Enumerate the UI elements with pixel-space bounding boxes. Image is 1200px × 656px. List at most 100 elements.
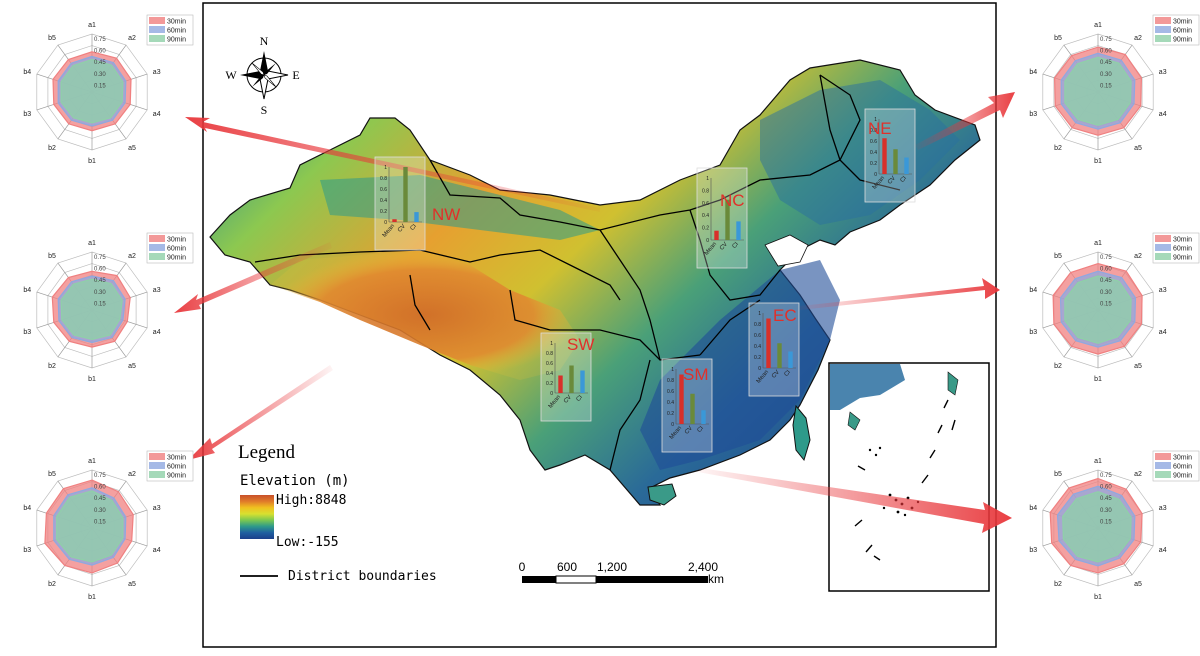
- bar-sm-tick: 0.2: [667, 411, 674, 417]
- radar-sw-legend-swatch: [149, 244, 165, 251]
- radar-nw-legend-label: 30min: [167, 19, 186, 26]
- bar-ne-tick: 0: [874, 172, 877, 178]
- radar-nc-axis-label: a5: [1134, 363, 1142, 370]
- radar-sw-legend-label: 60min: [167, 246, 186, 253]
- bar-ec-tick: 0.6: [754, 333, 761, 339]
- bar-ne-tick: 0.6: [870, 139, 877, 145]
- radar-ec-axis-label: b1: [1094, 594, 1102, 601]
- radar-ec-axis-label: b4: [1029, 505, 1037, 512]
- radar-sm-axis-label: b3: [23, 547, 31, 554]
- radar-sw-axis-label: a2: [128, 253, 136, 260]
- radar-ec-axis-label: a1: [1094, 458, 1102, 465]
- region-label-ec: EC: [773, 306, 797, 325]
- bar-sm-tick: 0: [671, 422, 674, 428]
- bar-nw-tick: 0: [384, 220, 387, 226]
- radar-sw-axis-label: b1: [88, 376, 96, 383]
- boundary-legend-label: District boundaries: [288, 569, 437, 584]
- radar-nc-legend-label: 90min: [1173, 255, 1192, 262]
- radar-nc-axis-label: b4: [1029, 287, 1037, 294]
- bar-nc-tick: 0.2: [702, 226, 709, 232]
- bar-sm-category: CV: [684, 425, 694, 435]
- radar-nw-axis-label: b5: [48, 35, 56, 42]
- radar-sm-tick-label: 0.15: [94, 519, 106, 525]
- bar-sw-bar-ci: [580, 370, 585, 393]
- radar-ne-tick-label: 0.15: [1100, 83, 1112, 89]
- radar-nw-tick-label: 0.30: [94, 72, 106, 78]
- elevation-colorbar: [240, 495, 274, 539]
- bar-nc-frame: [696, 167, 748, 269]
- bar-nw-bar-ci: [414, 212, 419, 222]
- radar-ec-legend-swatch: [1155, 471, 1171, 478]
- radar-ne-legend: 30min 60min 90min: [1152, 14, 1200, 46]
- scale-label-2400: 2,400: [688, 560, 718, 574]
- radar-ne-axis-label: b3: [1029, 111, 1037, 118]
- radar-ec-tick-label: 0.15: [1100, 519, 1112, 525]
- bar-ec-category: CV: [771, 369, 781, 379]
- radar-nw-tick-label: 0.45: [94, 60, 106, 66]
- bar-sm-frame: [661, 358, 713, 453]
- bar-sw-bar-cv: [569, 365, 574, 393]
- radar-sm-axis-label: a3: [153, 505, 161, 512]
- district-boundaries: [254, 74, 901, 471]
- radar-sm-axis-label: b5: [48, 471, 56, 478]
- radar-sm-legend: 30min 60min 90min: [146, 450, 194, 482]
- connector-arrows: [174, 92, 1015, 533]
- radar-sm-axis-label: b1: [88, 594, 96, 601]
- radar-nc-legend-swatch: [1155, 253, 1171, 260]
- arrow-nw: [185, 117, 600, 212]
- radar-nw-series-90min: [60, 58, 124, 124]
- bar-nw-frame: [374, 156, 426, 251]
- radar-ec-legend-label: 60min: [1173, 464, 1192, 471]
- arrow-sm-left: [188, 365, 333, 460]
- bar-sm-bar-mean: [679, 374, 684, 424]
- radar-ec-axis-label: b5: [1054, 471, 1062, 478]
- radar-nc-legend-swatch: [1155, 235, 1171, 242]
- radar-sw-axis-label: a1: [88, 240, 96, 247]
- radar-sw-tick-label: 0.75: [94, 255, 106, 261]
- radar-sm-tick-label: 0.45: [94, 496, 106, 502]
- radar-ne-legend-label: 30min: [1173, 19, 1192, 26]
- bar-nc-tick: 1: [706, 176, 709, 182]
- radar-nc-axis-label: b2: [1054, 363, 1062, 370]
- bar-ne-bar-mean: [882, 138, 887, 174]
- radar-ec-axis-label: a2: [1134, 471, 1142, 478]
- radar-sw-tick-label: 0.30: [94, 290, 106, 296]
- bar-ne-category: CI: [900, 175, 909, 184]
- radar-ne-tick-label: 0.60: [1100, 49, 1112, 55]
- bar-sm-tick: 0.6: [667, 389, 674, 395]
- radar-sm-legend-label: 90min: [167, 473, 186, 480]
- arrow-ec: [800, 278, 1000, 310]
- elevation-low: Low:-155: [276, 535, 339, 550]
- bar-sm-tick: 1: [671, 367, 674, 373]
- radar-sm-tick-label: 0.75: [94, 473, 106, 479]
- bar-sw-tick: 0.8: [546, 351, 553, 357]
- bar-nc-tick: 0.8: [702, 188, 709, 194]
- radar-sw-axis-label: a5: [128, 363, 136, 370]
- bar-sm-bar-ci: [701, 410, 706, 424]
- bar-nw-category: CI: [410, 223, 419, 232]
- bar-sw-category: CI: [576, 394, 585, 403]
- radar-ec-legend-swatch: [1155, 462, 1171, 469]
- radar-sw-legend-swatch: [149, 235, 165, 242]
- region-labels: NW NC NE SW SM EC: [432, 119, 892, 384]
- bar-ne-tick: 0.2: [870, 161, 877, 167]
- scale-label-0: 0: [519, 560, 526, 574]
- radar-sw: 0.75 0.60 0.45 0.30 0.15 a1 a2 a3 a4 a5 b1 b2 b3 b4 b5…: [23, 232, 194, 383]
- radar-nw-legend-label: 90min: [167, 37, 186, 44]
- compass-w: W: [225, 68, 237, 82]
- radar-nc-tick-label: 0.15: [1100, 301, 1112, 307]
- region-label-sw: SW: [567, 335, 594, 354]
- radar-sw-tick-label: 0.15: [94, 301, 106, 307]
- bar-ec-frame: [748, 302, 800, 397]
- radar-nw-legend-swatch: [149, 35, 165, 42]
- radar-nw-axis-label: a2: [128, 35, 136, 42]
- scale-label-600: 600: [557, 560, 577, 574]
- bar-ec-tick: 0: [758, 366, 761, 372]
- radar-ec-legend: 30min 60min 90min: [1152, 450, 1200, 482]
- radar-nw: 0.75 0.60 0.45 0.30 0.15 a1 a2 a3 a4 a5 b1 b2 b3 b4 b5…: [23, 14, 194, 165]
